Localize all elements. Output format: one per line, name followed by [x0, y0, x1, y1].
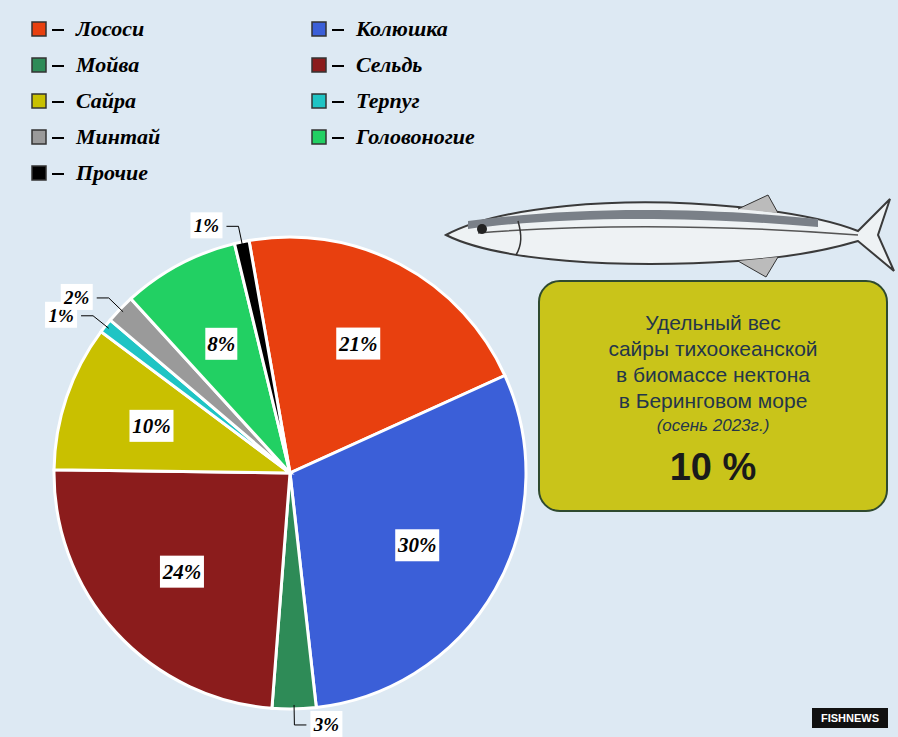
html-text:Минтай: Минтай — [76, 124, 161, 149]
html-text:Лососи: Лососи — [76, 16, 145, 41]
html-text:Прочие: Прочие — [76, 160, 149, 185]
html-text:Мойва: Мойва — [76, 52, 140, 77]
svg-text:24%: 24% — [162, 560, 202, 584]
svg-text:8%: 8% — [207, 332, 235, 356]
html-text:Сельдь: Сельдь — [356, 52, 423, 77]
html-text:(осень 2023г.): (осень 2023г.) — [656, 416, 770, 435]
svg-text:21%: 21% — [338, 332, 378, 356]
html-text:Удельный вес: Удельный вес — [645, 311, 781, 334]
html-text:Терпуг: Терпуг — [356, 88, 420, 113]
html-text:Колюшка: Колюшка — [356, 16, 448, 41]
svg-text:10%: 10% — [132, 414, 171, 438]
html-text:в Беринговом море: в Беринговом море — [618, 389, 808, 412]
svg-text:1%: 1% — [194, 215, 219, 236]
html-text:в биомассе нектона: в биомассе нектона — [615, 363, 810, 386]
svg-text:2%: 2% — [63, 287, 89, 308]
svg-text:3%: 3% — [313, 714, 339, 735]
html-text:10 %: 10 % — [669, 446, 757, 488]
html-text:Сайра: Сайра — [76, 88, 137, 113]
html-text:FISHNEWS: FISHNEWS — [821, 712, 879, 724]
svg-text:30%: 30% — [397, 533, 437, 557]
html-text:сайры тихоокеанской: сайры тихоокеанской — [608, 337, 818, 360]
html-text:Головоногие: Головоногие — [356, 124, 475, 149]
svg-text:1%: 1% — [48, 304, 74, 326]
